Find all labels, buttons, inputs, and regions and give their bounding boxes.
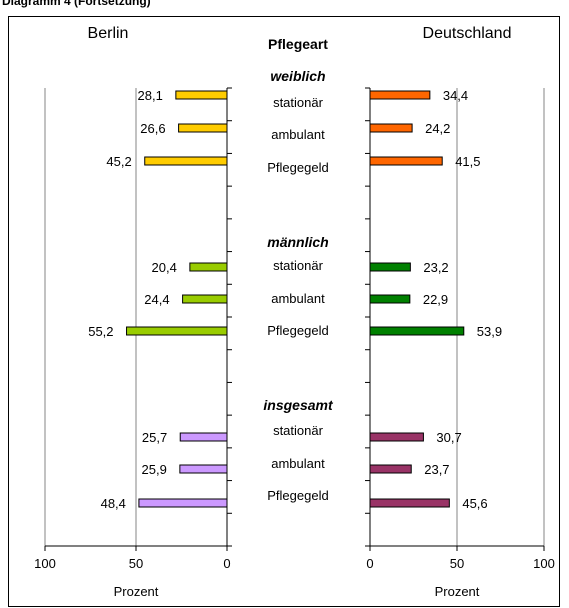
berlin-bar-2-0: [179, 432, 228, 442]
deutschland-bar-0-2: [369, 156, 443, 166]
right-panel-title: Deutschland: [423, 25, 512, 42]
deutschland-bar-0-1: [369, 123, 413, 133]
left-x-tick-label: 50: [129, 556, 143, 571]
berlin-value-label: 25,9: [142, 462, 167, 477]
deutschland-bar-0-0: [369, 90, 431, 100]
category-label: Pflegegeld: [267, 160, 328, 175]
deutschland-bar-2-2: [369, 498, 450, 508]
deutschland-bar-2-0: [369, 432, 424, 442]
right-x-tick-label: 0: [366, 556, 373, 571]
chart-frame: [8, 16, 560, 607]
deutschland-value-label: 24,2: [425, 121, 450, 136]
berlin-bar-2-2: [138, 498, 228, 508]
berlin-bar-0-0: [175, 90, 228, 100]
berlin-value-label: 20,4: [152, 260, 177, 275]
deutschland-value-label: 23,2: [423, 260, 448, 275]
deutschland-value-label: 45,6: [462, 496, 487, 511]
berlin-bar-0-2: [144, 156, 228, 166]
category-label: Pflegegeld: [267, 488, 328, 503]
header-fragment: Diagramm 4 (Fortsetzung): [2, 0, 151, 8]
berlin-value-label: 25,7: [142, 430, 167, 445]
deutschland-value-label: 22,9: [423, 292, 448, 307]
berlin-bar-2-1: [179, 464, 228, 474]
deutschland-value-label: 34,4: [443, 88, 468, 103]
group-label-1: männlich: [267, 234, 328, 250]
left-x-tick-label: 0: [223, 556, 230, 571]
berlin-value-label: 55,2: [88, 324, 113, 339]
category-label: ambulant: [271, 456, 325, 471]
left-x-tick-label: 100: [34, 556, 56, 571]
deutschland-value-label: 53,9: [477, 324, 502, 339]
center-title: Pflegeart: [268, 36, 328, 52]
bar-layer: [126, 90, 465, 508]
label-layer: 100 50 0 0 50 100 weiblich 28,1 34,4 stationär 26,…: [34, 68, 555, 571]
left-x-axis-label: Prozent: [114, 584, 159, 599]
right-x-tick-label: 50: [450, 556, 464, 571]
category-label: ambulant: [271, 291, 325, 306]
category-label: stationär: [273, 423, 324, 438]
group-label-0: weiblich: [270, 68, 325, 84]
right-x-tick-label: 100: [533, 556, 555, 571]
category-label: Pflegegeld: [267, 323, 328, 338]
category-label: stationär: [273, 95, 324, 110]
berlin-bar-1-2: [126, 326, 228, 336]
berlin-value-label: 26,6: [140, 121, 165, 136]
berlin-value-label: 45,2: [106, 154, 131, 169]
berlin-bar-1-0: [189, 262, 228, 272]
deutschland-bar-1-1: [369, 294, 411, 304]
berlin-bar-1-1: [182, 294, 228, 304]
deutschland-value-label: 30,7: [436, 430, 461, 445]
berlin-value-label: 28,1: [138, 88, 163, 103]
deutschland-value-label: 23,7: [424, 462, 449, 477]
berlin-value-label: 48,4: [101, 496, 126, 511]
deutschland-value-label: 41,5: [455, 154, 480, 169]
left-panel-title: Berlin: [88, 25, 129, 42]
category-label: stationär: [273, 258, 324, 273]
group-label-2: insgesamt: [263, 397, 334, 413]
berlin-value-label: 24,4: [144, 292, 169, 307]
deutschland-bar-1-2: [369, 326, 465, 336]
berlin-bar-0-1: [178, 123, 228, 133]
category-label: ambulant: [271, 127, 325, 142]
deutschland-bar-2-1: [369, 464, 412, 474]
grid-layer: [44, 88, 545, 546]
deutschland-bar-1-0: [369, 262, 411, 272]
right-x-axis-label: Prozent: [435, 584, 480, 599]
